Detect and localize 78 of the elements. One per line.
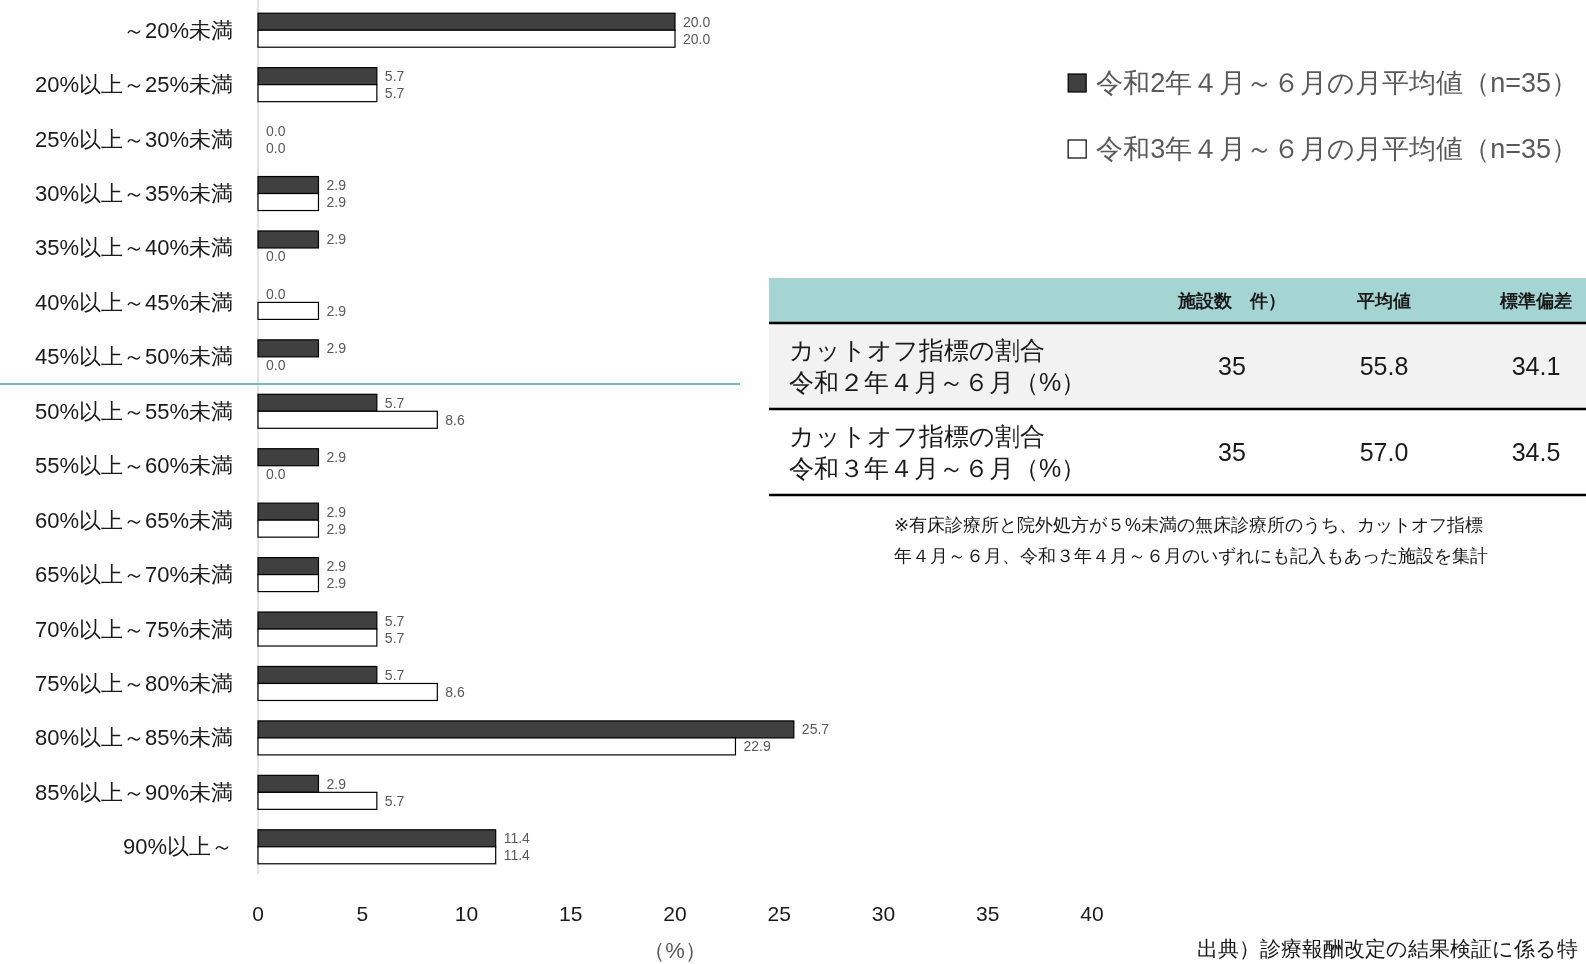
data-label: 5.7 [384, 629, 405, 646]
data-label: 0.0 [266, 285, 286, 302]
data-label: 5.7 [384, 792, 405, 809]
data-label: 2.9 [326, 449, 347, 466]
annotation: ※有床診療所と院外処方が５%未満の無床診療所のうち、カットオフ指標 [894, 515, 1484, 535]
data-label: 5.7 [384, 394, 405, 411]
x-axis-title: （%） [643, 937, 707, 963]
x-tick-label: 15 [559, 901, 583, 925]
x-tick-label: 25 [767, 901, 791, 925]
data-label: 2.9 [326, 775, 347, 792]
data-label: 0.0 [266, 466, 286, 483]
data-label: 0.0 [266, 139, 286, 156]
x-tick-label: 0 [252, 901, 264, 925]
annotation: 年４月～６月、令和３年４月～６月のいずれにも記入もあった施設を集計 [894, 546, 1488, 566]
y-tick-label: 35%以上～40%未満 [34, 235, 233, 261]
bar [257, 230, 320, 249]
y-tick-label: 25%以上～30%未満 [34, 126, 233, 152]
data-label: 5.7 [384, 85, 405, 102]
x-tick-label: 30 [871, 901, 896, 925]
data-label: 8.6 [445, 411, 465, 428]
data-label: 2.9 [326, 302, 347, 319]
data-label: 11.4 [503, 830, 531, 847]
data-label: 0.0 [266, 122, 286, 139]
data-label: 2.9 [326, 558, 347, 575]
series-label: カットオフ指標の割合令和２年４月～６月（%） [789, 336, 1087, 396]
y-tick-label: 65%以上～70%未満 [34, 562, 233, 588]
data-label: 0.0 [266, 248, 286, 265]
data-label: 5.7 [384, 68, 405, 85]
bar [257, 339, 320, 358]
data-label: 2.9 [326, 575, 347, 592]
y-tick-label: ～20%未満 [122, 17, 233, 43]
data-label: 2.9 [326, 520, 347, 537]
x-tick-label: 20 [663, 901, 687, 925]
y-tick-label: 60%以上～65%未満 [34, 507, 233, 533]
data-label: 25.7 [801, 721, 830, 738]
data-label: 2.9 [326, 503, 347, 520]
legend-label: 令和3年４月～６月の月平均値（n=35） [1096, 134, 1578, 164]
data-label: 2.9 [326, 340, 347, 357]
data-label: 20.0 [683, 30, 711, 47]
data-label: 2.9 [326, 194, 347, 211]
y-tick-label: 50%以上～55%未満 [34, 398, 233, 424]
data-label: 5.7 [384, 666, 405, 683]
y-tick-label: 70%以上～75%未満 [34, 616, 233, 642]
source-note: 出典）診療報酬改定の結果検証に係る特 [1197, 936, 1578, 960]
x-tick-label: 40 [1080, 901, 1104, 925]
legend-label: 令和2年４月～６月の月平均値（n=35） [1096, 68, 1578, 98]
category-label: 平均値 [1356, 290, 1411, 311]
text: カットオフ指標の割合令和３年４月～６月（%） [789, 422, 1087, 482]
y-tick-label: 80%以上～85%未満 [34, 725, 233, 751]
data-label: 2.9 [326, 231, 347, 248]
data-label: 0.0 [266, 357, 286, 374]
data-label: 34.5 [1511, 438, 1561, 466]
bar [257, 448, 320, 467]
data-label: 5.7 [384, 612, 405, 629]
y-tick-label: 85%以上～90%未満 [34, 779, 233, 805]
y-tick-label: 20%以上～25%未満 [34, 72, 233, 98]
x-tick-label: 5 [356, 901, 369, 925]
bar [257, 301, 320, 321]
category-label: 標準偏差 [1499, 290, 1572, 311]
data-label: 8.6 [445, 683, 465, 700]
y-tick-label: 40%以上～45%未満 [34, 289, 233, 315]
data-label: 57.0 [1359, 438, 1409, 466]
data-label: 35 [1218, 352, 1246, 380]
x-tick-label: 10 [454, 901, 479, 925]
category-label: 施設数 件） [1177, 290, 1286, 311]
data-label: 20.0 [683, 13, 711, 30]
data-label: 55.8 [1359, 352, 1409, 380]
x-tick-label: 35 [976, 901, 1000, 925]
y-tick-label: 30%以上～35%未満 [34, 181, 233, 207]
y-tick-label: 55%以上～60%未満 [34, 453, 233, 479]
y-tick-label: 45%以上～50%未満 [34, 344, 233, 370]
data-label: 35 [1218, 438, 1246, 466]
y-tick-label: 75%以上～80%未満 [34, 670, 233, 696]
data-label: 34.1 [1511, 352, 1561, 380]
y-tick-label: 90%以上～ [122, 834, 233, 860]
data-label: 22.9 [743, 738, 771, 755]
data-label: 2.9 [326, 177, 347, 194]
data-label: 11.4 [503, 847, 531, 864]
